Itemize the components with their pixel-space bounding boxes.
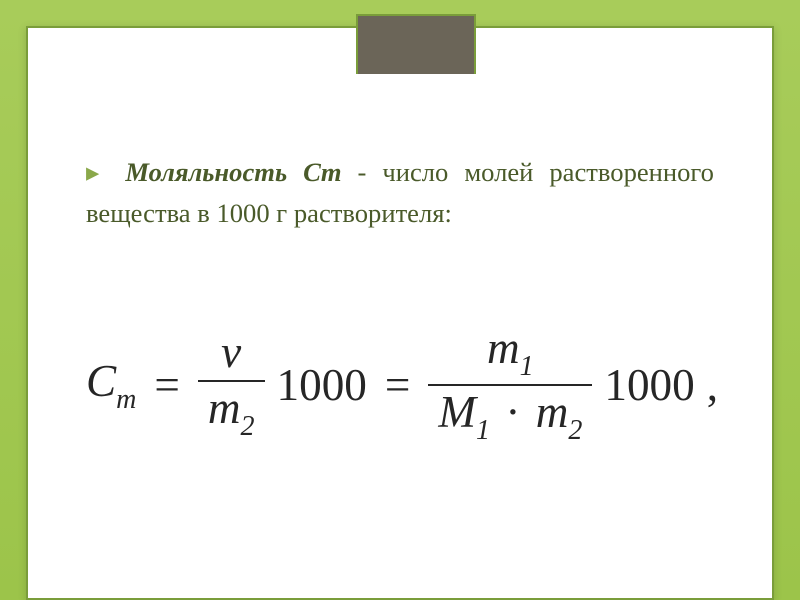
slide-panel: ▸ Моляльность Cm - число молей растворен… bbox=[26, 26, 774, 600]
fraction-1: ν m2 bbox=[198, 326, 265, 442]
const-1000-b: 1000 bbox=[604, 359, 694, 411]
bullet-icon: ▸ bbox=[86, 152, 99, 193]
formula-comma: , bbox=[707, 359, 724, 411]
definition-text-2: г растворителя: bbox=[276, 198, 452, 228]
frac2-den-M: M bbox=[438, 387, 476, 437]
frac2-dot: · bbox=[501, 387, 524, 437]
frac2-num-base: m bbox=[487, 323, 520, 373]
lhs-sub: m bbox=[116, 384, 136, 415]
const-1000-a: 1000 bbox=[277, 359, 367, 411]
formula: Cm = ν m2 1000 = m1 bbox=[86, 322, 714, 446]
equals-2: = bbox=[379, 359, 416, 411]
term-symbol: Cm bbox=[303, 157, 341, 187]
frac1-den-base: m bbox=[208, 383, 241, 433]
formula-lhs: Cm bbox=[86, 355, 136, 414]
frac1-den-sub: 2 bbox=[241, 411, 255, 442]
fraction-2: m1 M1 · m2 bbox=[428, 322, 592, 446]
frac2-den-m-sub: 2 bbox=[568, 415, 582, 446]
frac2-num: m1 bbox=[477, 322, 544, 383]
definition-paragraph: ▸ Моляльность Cm - число молей растворен… bbox=[86, 152, 714, 234]
lhs-base: C bbox=[86, 356, 116, 406]
frac1-num: ν bbox=[211, 326, 251, 379]
decorative-tab bbox=[356, 14, 476, 78]
frac2-den-m: m bbox=[536, 387, 569, 437]
frac2-den: M1 · m2 bbox=[428, 386, 592, 447]
frac1-den: m2 bbox=[198, 382, 265, 443]
term-word: Моляльность bbox=[125, 157, 287, 187]
definition-thousand: 1000 bbox=[216, 198, 269, 228]
frac2-den-M-sub: 1 bbox=[476, 415, 490, 446]
slide-frame: ▸ Моляльность Cm - число молей растворен… bbox=[0, 0, 800, 600]
content-area: ▸ Моляльность Cm - число молей растворен… bbox=[86, 152, 714, 447]
frac2-num-sub: 1 bbox=[520, 351, 534, 382]
equals-1: = bbox=[148, 359, 185, 411]
